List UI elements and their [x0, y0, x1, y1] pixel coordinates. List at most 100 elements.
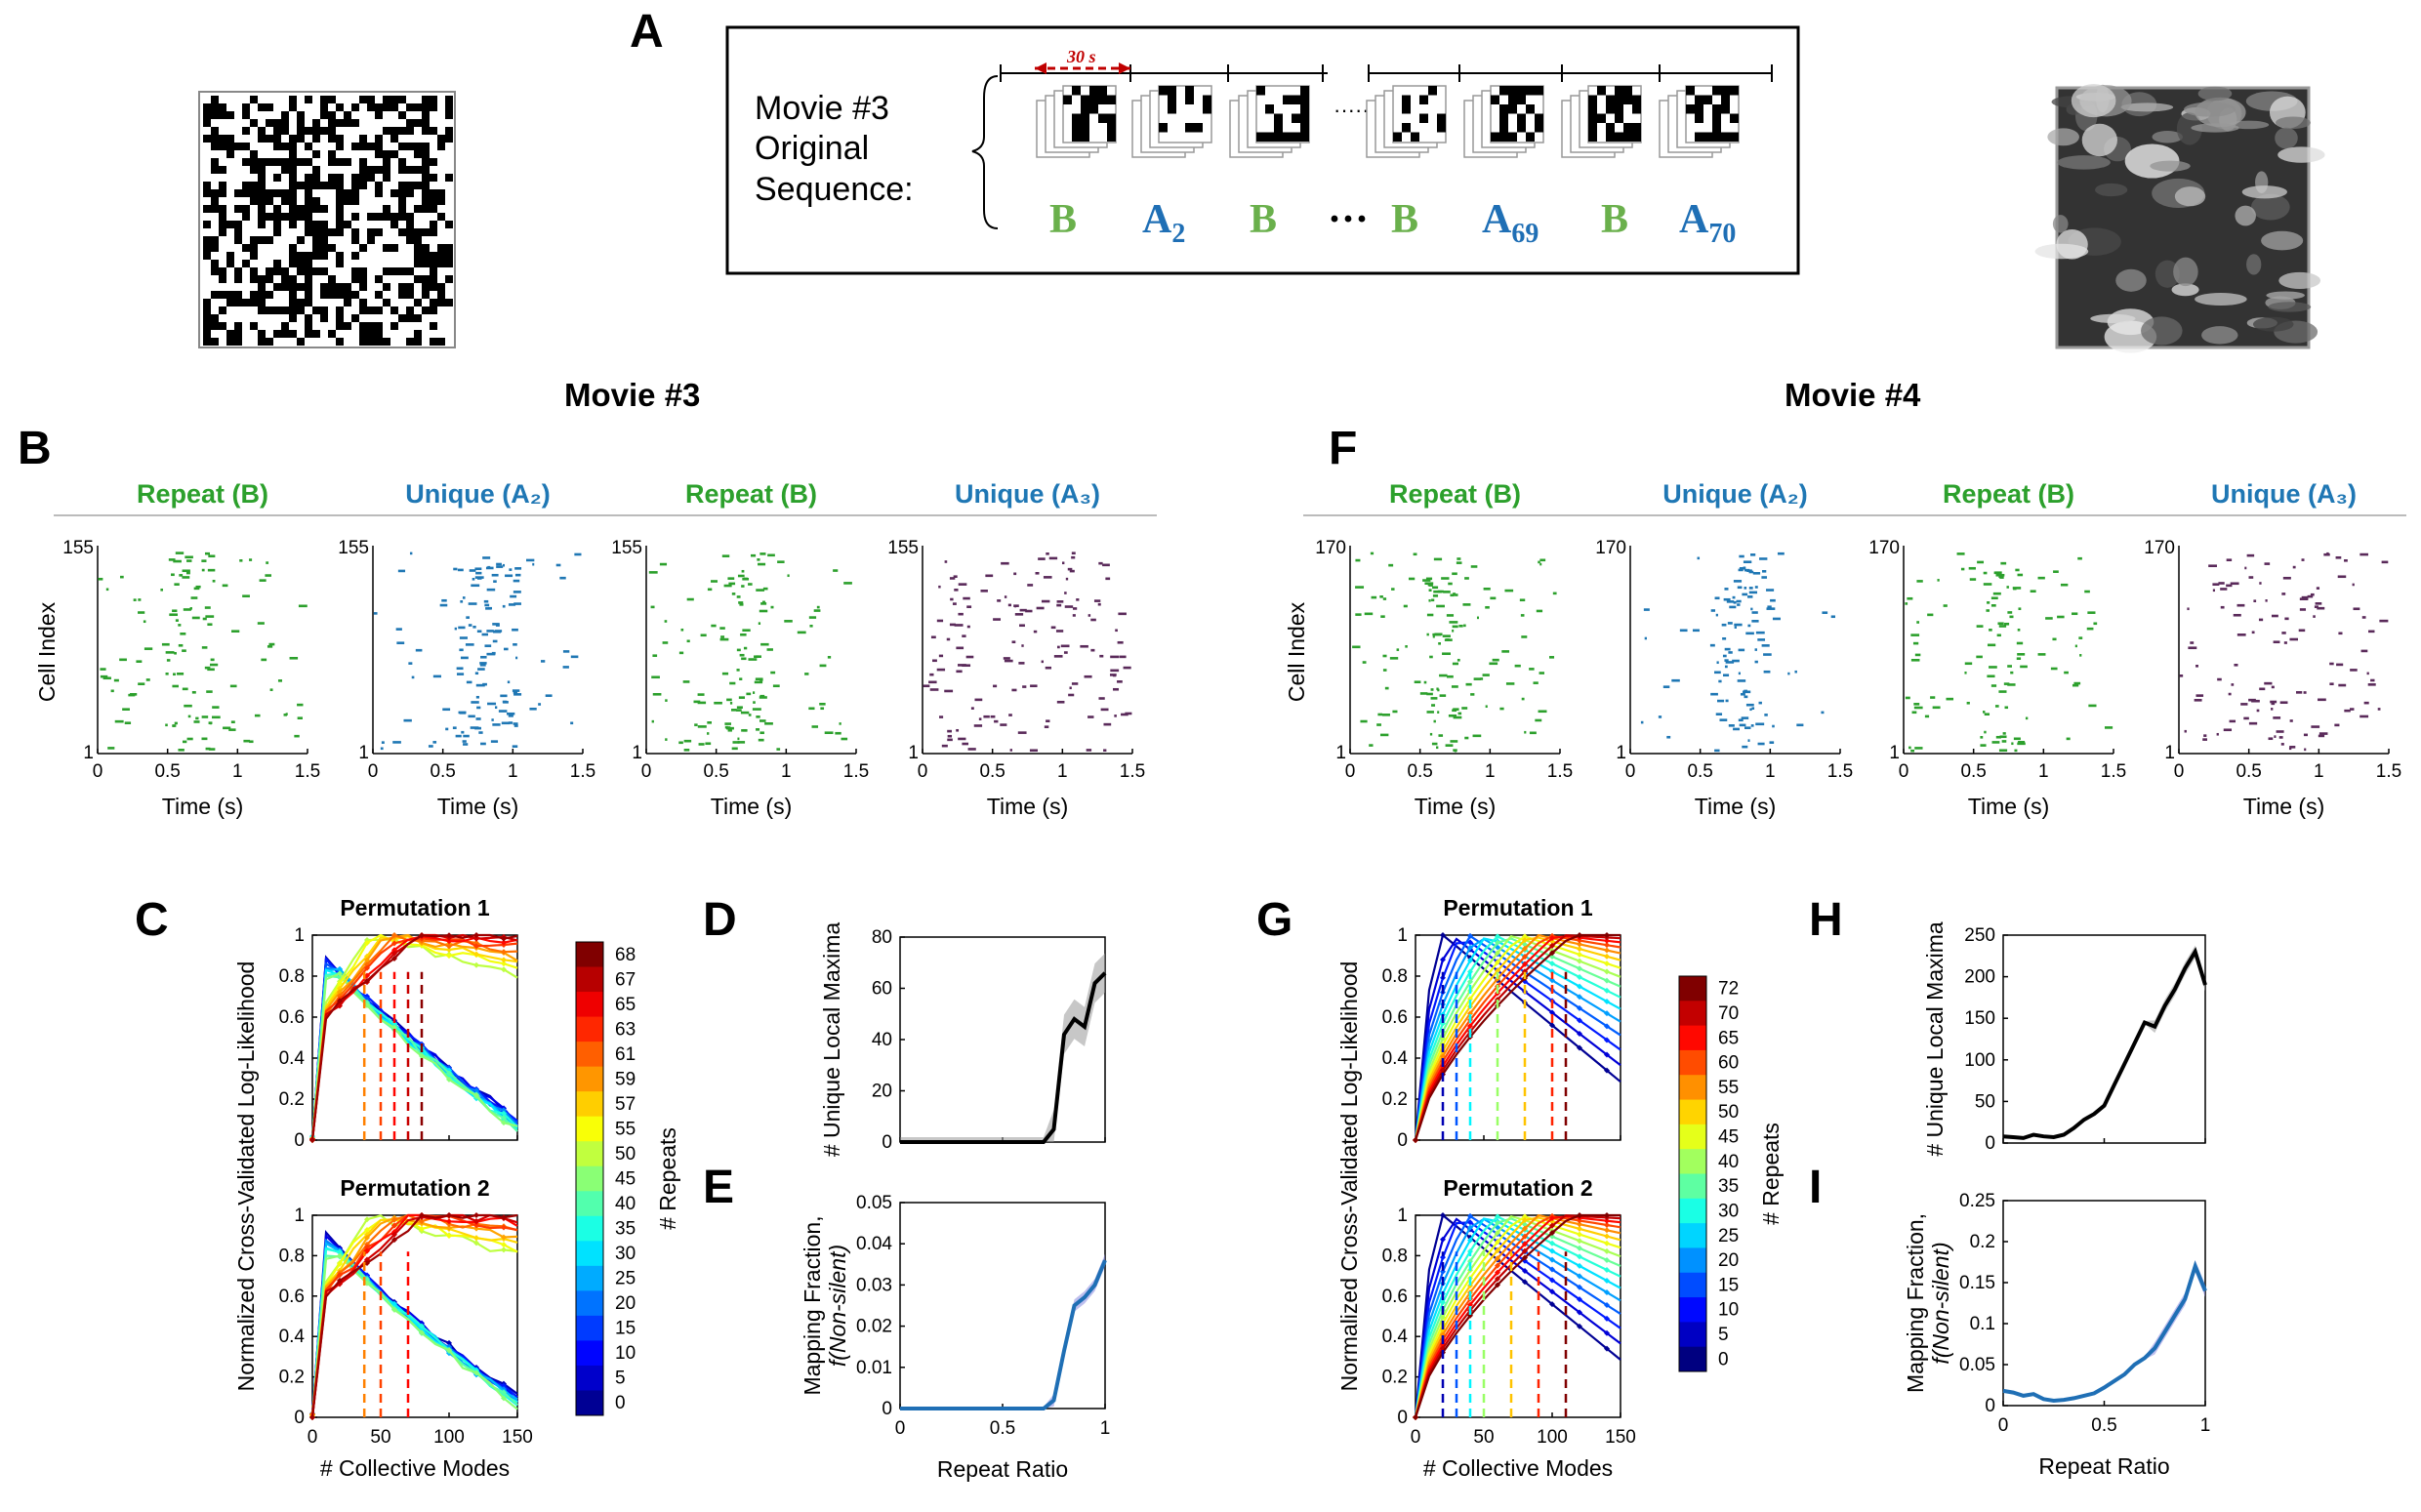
- spike: [1755, 631, 1765, 634]
- spike: [160, 588, 163, 592]
- spike: [2088, 704, 2097, 708]
- noise-pixel: [297, 306, 305, 314]
- spike: [1739, 554, 1744, 558]
- spike: [1056, 603, 1062, 607]
- noise-pixel: [359, 174, 367, 182]
- noise-pixel: [328, 119, 336, 127]
- frame-pixel: [1535, 86, 1543, 96]
- spike: [507, 680, 511, 684]
- spike: [138, 682, 145, 685]
- sequence-diagram: Movie #3 Original Sequence: 30 s ·······…: [725, 25, 1800, 275]
- spike: [2216, 732, 2219, 736]
- spike: [956, 646, 964, 650]
- frame-pixel: [1098, 95, 1107, 104]
- y-tick-label: 150: [1964, 1008, 1995, 1029]
- spike: [481, 633, 489, 636]
- noise-pixel: [320, 306, 328, 314]
- noise-pixel: [305, 314, 312, 322]
- raster-x-tick-label: 0.5: [430, 761, 455, 782]
- spike: [1453, 708, 1459, 711]
- frame-pixel: [1300, 86, 1309, 96]
- spike: [381, 741, 385, 744]
- spike: [1504, 589, 1514, 593]
- spike: [514, 567, 522, 570]
- likelihood-curve: [1414, 935, 1621, 1141]
- spike: [2184, 729, 2187, 733]
- noise-pixel: [398, 213, 406, 221]
- raster-x-tick-label: 1: [1057, 761, 1068, 782]
- colorbar-segment: [1679, 1198, 1706, 1224]
- noise-pixel: [266, 236, 273, 244]
- spike: [1913, 703, 1920, 706]
- spike: [452, 726, 457, 729]
- spike: [277, 679, 283, 682]
- spike: [2179, 674, 2184, 677]
- noise-pixel: [305, 299, 312, 306]
- noise-pixel: [383, 299, 390, 306]
- noise-pixel: [390, 150, 398, 158]
- noise-pixel: [281, 143, 289, 150]
- noise-pixel: [351, 291, 359, 299]
- noise-pixel: [226, 260, 234, 267]
- noise-pixel: [289, 189, 297, 197]
- noise-pixel: [328, 135, 336, 143]
- spike: [736, 706, 743, 710]
- spike: [2074, 644, 2077, 648]
- spike: [1916, 580, 1923, 583]
- spike: [1482, 674, 1490, 676]
- spike: [2218, 582, 2225, 585]
- frame-pixel: [1712, 123, 1721, 133]
- noise-pixel: [320, 127, 328, 135]
- spike: [1770, 598, 1776, 602]
- frame-pixel: [1428, 86, 1437, 96]
- spike: [2030, 590, 2036, 593]
- spike: [460, 656, 469, 660]
- spike: [1757, 638, 1766, 641]
- spike: [2223, 728, 2233, 732]
- spike: [2273, 640, 2280, 644]
- noise-pixel: [234, 205, 242, 213]
- spike: [1994, 705, 1999, 708]
- noise-pixel: [211, 260, 219, 267]
- colorbar-segment: [576, 1116, 603, 1142]
- spike: [1538, 560, 1540, 564]
- raster-x-tick-label: 1: [1765, 761, 1776, 782]
- noise-pixel: [351, 314, 359, 322]
- noise-pixel: [273, 135, 281, 143]
- y-axis-label-line1: Mapping Fraction,: [800, 1215, 825, 1395]
- noise-pixel: [414, 330, 422, 338]
- spike: [2264, 681, 2273, 685]
- noise-pixel: [430, 103, 437, 111]
- noise-pixel: [305, 260, 312, 267]
- spike: [1030, 684, 1038, 688]
- noise-pixel: [289, 213, 297, 221]
- spike: [98, 577, 103, 581]
- noise-pixel: [398, 158, 406, 166]
- frame-pixel: [1491, 95, 1499, 104]
- raster-x-tick-label: 1.5: [843, 761, 869, 782]
- y-tick-label: 0.6: [1382, 1287, 1408, 1307]
- spike: [2292, 565, 2296, 569]
- foliage-patch: [2057, 155, 2111, 170]
- spike: [1045, 666, 1052, 670]
- spike: [1355, 558, 1361, 562]
- noise-pixel: [281, 330, 289, 338]
- spike: [454, 627, 457, 631]
- spike: [939, 715, 944, 718]
- frame-pixel: [1089, 104, 1098, 114]
- spike: [770, 671, 776, 674]
- spike: [239, 559, 243, 562]
- spike: [720, 635, 725, 638]
- noise-pixel: [211, 111, 219, 119]
- spike: [2072, 683, 2079, 687]
- spike: [1067, 567, 1073, 571]
- noise-pixel: [383, 158, 390, 166]
- spike: [819, 703, 826, 706]
- spike: [2379, 619, 2389, 623]
- spike: [652, 692, 662, 696]
- spike: [254, 714, 261, 717]
- noise-pixel: [375, 182, 383, 189]
